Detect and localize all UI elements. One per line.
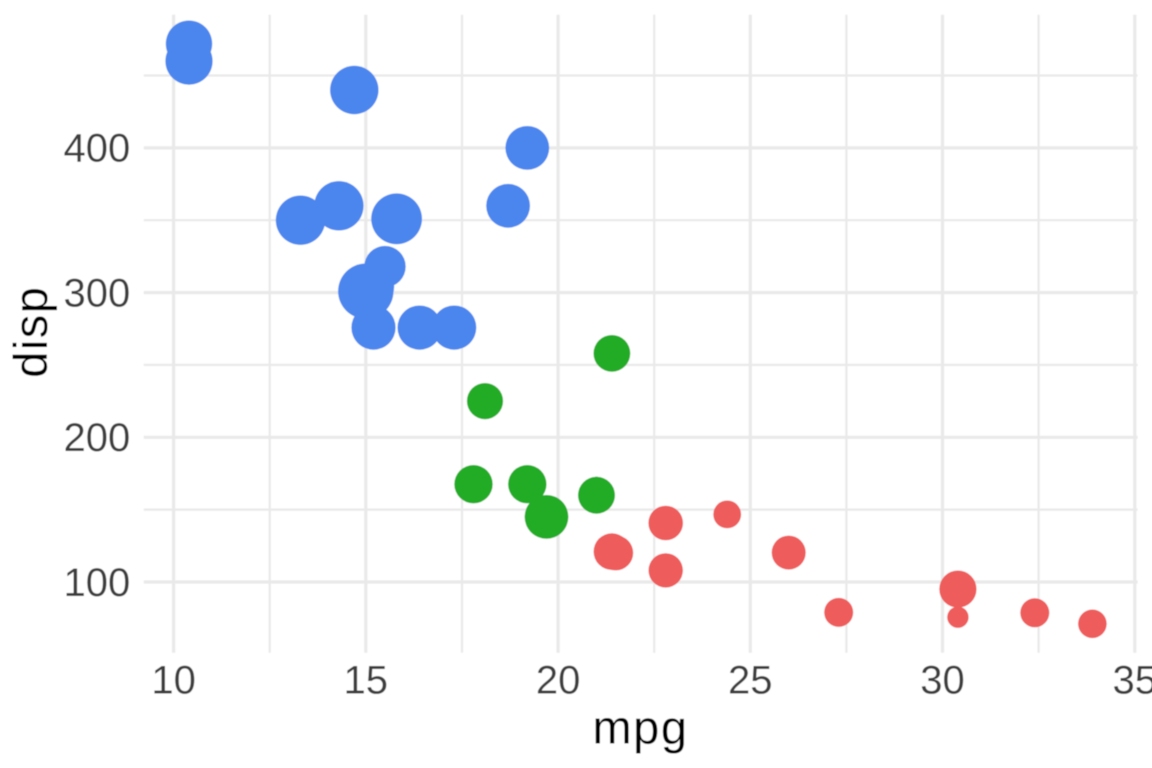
svg-text:300: 300 [64, 271, 131, 315]
svg-text:disp: disp [4, 286, 57, 378]
svg-text:30: 30 [920, 659, 965, 703]
svg-text:100: 100 [64, 561, 131, 605]
svg-text:200: 200 [64, 416, 131, 460]
svg-text:20: 20 [536, 659, 581, 703]
svg-text:mpg: mpg [593, 700, 689, 753]
svg-text:400: 400 [64, 127, 131, 171]
svg-text:25: 25 [728, 659, 773, 703]
svg-text:15: 15 [344, 659, 389, 703]
svg-text:35: 35 [1113, 659, 1152, 703]
svg-text:10: 10 [151, 659, 196, 703]
